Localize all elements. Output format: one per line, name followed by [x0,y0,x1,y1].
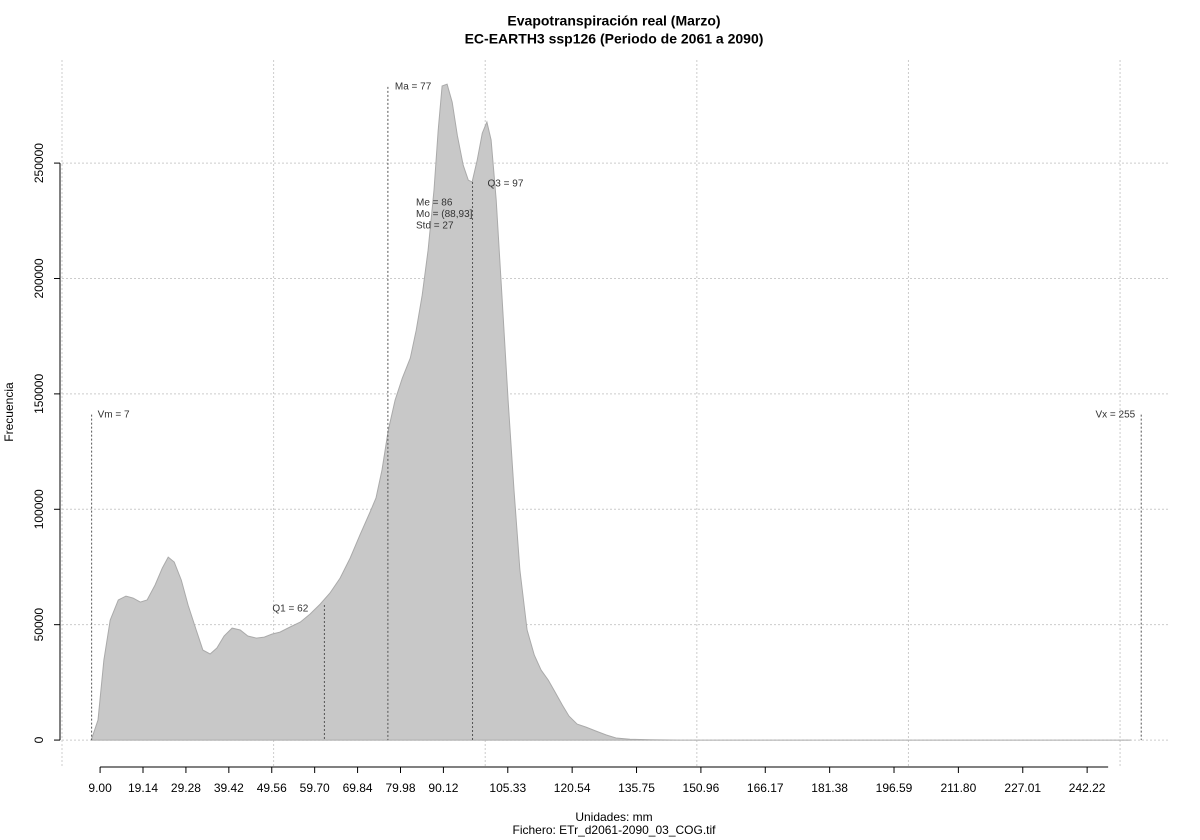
x-tick-label: 49.56 [257,781,287,795]
x-tick-label: 39.42 [214,781,244,795]
annotation-label: Q3 = 97 [488,179,524,190]
x-tick-label: 181.38 [811,781,848,795]
y-tick-label: 50000 [32,608,46,642]
density-area [90,83,1132,741]
x-tick-label: 59.70 [300,781,330,795]
x-tick-label: 105.33 [489,781,526,795]
x-tick-label: 9.00 [88,781,112,795]
annotation-label: Ma = 77 [395,82,432,93]
x-tick-label: 227.01 [1004,781,1041,795]
chart-title: Evapotranspiración real (Marzo) [507,13,720,29]
y-tick-label: 0 [32,736,46,743]
annotation-label: Q1 = 62 [272,604,308,615]
y-tick-label: 200000 [32,258,46,298]
x-tick-label: 120.54 [554,781,591,795]
x-tick-label: 135.75 [618,781,655,795]
annotation-label: Vm = 7 [98,409,130,420]
x-tick-label: 150.96 [683,781,720,795]
chart-subtitle: EC-EARTH3 ssp126 (Periodo de 2061 a 2090… [465,31,764,47]
stats-label: Me = 86 [416,198,453,209]
y-axis-label: Frecuencia [2,382,16,442]
x-tick-label: 166.17 [747,781,784,795]
x-tick-label: 19.14 [128,781,158,795]
y-tick-label: 100000 [32,489,46,529]
annotation-label: Vx = 255 [1095,409,1135,420]
stats-label: Std = 27 [416,221,454,232]
x-tick-label: 69.84 [343,781,373,795]
x-tick-label: 29.28 [171,781,201,795]
caption: Fichero: ETr_d2061-2090_03_COG.tif [513,823,717,837]
y-tick-label: 250000 [32,143,46,183]
stats-label: Mo = (88,93] [416,209,473,220]
x-tick-label: 196.59 [876,781,913,795]
x-tick-label: 90.12 [428,781,458,795]
x-tick-label: 211.80 [940,781,976,795]
y-tick-label: 150000 [32,374,46,414]
x-axis-label: Unidades: mm [575,810,652,824]
x-tick-label: 242.22 [1069,781,1106,795]
x-tick-label: 79.98 [385,781,415,795]
